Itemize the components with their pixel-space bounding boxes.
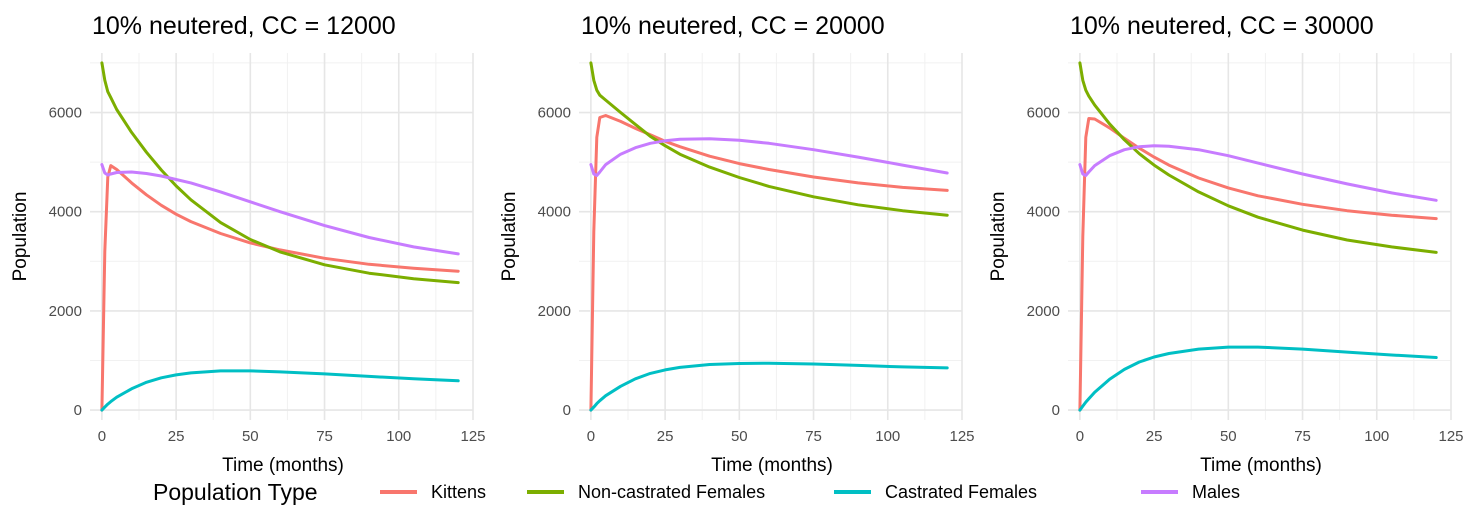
y-axis-title: Population — [10, 192, 31, 282]
series-line-males — [100, 163, 460, 256]
y-tick-label: 0 — [563, 402, 571, 419]
grid — [579, 53, 963, 420]
grid — [1068, 53, 1452, 420]
x-tick-label: 50 — [1220, 428, 1237, 445]
y-tick-label: 0 — [1052, 402, 1060, 419]
series-line-kittens — [1078, 117, 1438, 412]
grid — [90, 53, 474, 420]
x-tick-label: 125 — [460, 428, 485, 445]
x-tick-label: 50 — [731, 428, 748, 445]
legend-label-non-castrated-females: Non-castrated Females — [578, 482, 765, 502]
x-tick-label: 25 — [168, 428, 185, 445]
x-tick-label: 100 — [386, 428, 411, 445]
series-line-males — [1078, 144, 1438, 202]
y-tick-label: 0 — [74, 402, 82, 419]
x-tick-label: 75 — [1294, 428, 1311, 445]
y-axis-title: Population — [988, 192, 1009, 282]
y-tick-label: 4000 — [538, 204, 571, 221]
y-tick-label: 6000 — [1027, 105, 1060, 122]
x-tick-label: 75 — [805, 428, 822, 445]
series-line-castrated-females — [589, 361, 949, 412]
y-tick-label: 4000 — [1027, 204, 1060, 221]
x-axis-title: Time (months) — [711, 455, 833, 476]
panel-title: 10% neutered, CC = 30000 — [1070, 12, 1374, 40]
series-line-non-castrated-females — [589, 61, 949, 217]
series-line-non-castrated-females — [100, 61, 460, 285]
x-tick-label: 100 — [875, 428, 900, 445]
x-tick-label: 100 — [1364, 428, 1389, 445]
panel-title: 10% neutered, CC = 12000 — [92, 12, 396, 40]
legend-label-kittens: Kittens — [431, 482, 486, 502]
x-axis-title: Time (months) — [1200, 455, 1322, 476]
x-tick-label: 50 — [242, 428, 259, 445]
series-line-kittens — [100, 164, 460, 412]
panel-1: 0 25 50 75 100 125 0 2000 4000 6000 Time (months) P… — [10, 12, 486, 476]
y-tick-label: 4000 — [49, 204, 82, 221]
panel-2: 0 25 50 75 100 125 0 2000 4000 6000 Time (months) P… — [499, 12, 975, 476]
legend-title: Population Type — [153, 479, 318, 505]
panel-3: 0 25 50 75 100 125 0 2000 4000 6000 Time (months) P… — [988, 12, 1464, 476]
series-line-castrated-females — [1078, 345, 1438, 412]
x-tick-label: 75 — [316, 428, 333, 445]
series-line-castrated-females — [100, 369, 460, 412]
x-axis-title: Time (months) — [222, 455, 344, 476]
x-tick-label: 0 — [1076, 428, 1084, 445]
x-tick-label: 125 — [1438, 428, 1463, 445]
panel-title: 10% neutered, CC = 20000 — [581, 12, 885, 40]
x-tick-label: 25 — [657, 428, 674, 445]
y-tick-label: 2000 — [49, 303, 82, 320]
legend: Population Type Kittens Non-castrated Fem… — [153, 479, 1240, 505]
y-tick-label: 6000 — [49, 105, 82, 122]
x-tick-label: 0 — [98, 428, 106, 445]
x-tick-label: 25 — [1146, 428, 1163, 445]
y-tick-label: 2000 — [1027, 303, 1060, 320]
legend-label-castrated-females: Castrated Females — [885, 482, 1037, 502]
y-tick-label: 6000 — [538, 105, 571, 122]
x-tick-label: 125 — [949, 428, 974, 445]
series-line-males — [589, 137, 949, 177]
y-axis-title: Population — [499, 192, 520, 282]
series-line-non-castrated-females — [1078, 61, 1438, 254]
x-tick-label: 0 — [587, 428, 595, 445]
y-tick-label: 2000 — [538, 303, 571, 320]
legend-label-males: Males — [1192, 482, 1240, 502]
